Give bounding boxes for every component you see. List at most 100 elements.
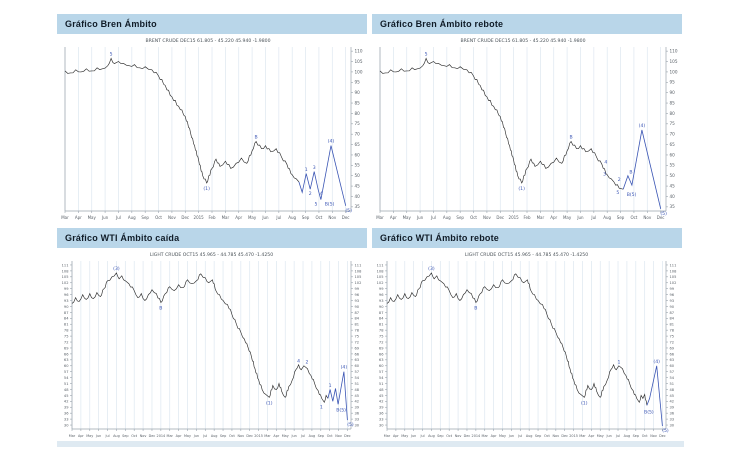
svg-text:2014: 2014 — [157, 434, 166, 438]
chart-wti-rebote: LIGHT CRUDE OCT15 45.965 - 44.785 45.470… — [372, 248, 682, 440]
panel-wti-caida: Gráfico WTI Ámbito caída LIGHT CRUDE OCT… — [57, 228, 367, 440]
svg-text:Mar: Mar — [69, 434, 76, 438]
svg-text:Jun: Jun — [410, 434, 416, 438]
svg-text:57: 57 — [355, 370, 360, 374]
svg-text:Feb: Feb — [208, 215, 216, 220]
svg-text:Dec: Dec — [561, 434, 568, 438]
svg-text:5: 5 — [110, 51, 113, 57]
svg-text:66: 66 — [355, 352, 360, 356]
svg-text:105: 105 — [62, 275, 69, 279]
svg-text:1: 1 — [305, 167, 308, 173]
svg-text:Jun: Jun — [576, 215, 584, 220]
svg-text:4: 4 — [297, 358, 300, 364]
svg-text:30: 30 — [379, 423, 384, 427]
svg-text:90: 90 — [379, 305, 384, 309]
chart-canvas-brent-rebote: BRENT CRUDE DEC15 61.805 - 45.220 45.940… — [376, 38, 678, 220]
svg-text:95: 95 — [355, 80, 361, 85]
svg-text:Jul: Jul — [104, 434, 109, 438]
svg-text:Jul: Jul — [430, 215, 436, 220]
svg-text:105: 105 — [355, 59, 363, 64]
svg-text:75: 75 — [64, 335, 69, 339]
svg-text:50: 50 — [670, 173, 676, 178]
svg-text:45: 45 — [355, 183, 361, 188]
svg-text:B: B — [474, 306, 477, 312]
panel-header-wti-rebote: Gráfico WTI Ámbito rebote — [372, 228, 682, 248]
svg-text:(4): (4) — [328, 139, 335, 145]
svg-text:70: 70 — [355, 132, 361, 137]
svg-text:Oct: Oct — [642, 434, 649, 438]
svg-text:45: 45 — [64, 394, 69, 398]
svg-text:102: 102 — [355, 281, 362, 285]
svg-text:B: B — [629, 170, 632, 176]
chart-canvas-brent-caida: BRENT CRUDE DEC15 61.805 - 45.220 45.940… — [61, 38, 363, 220]
svg-text:55: 55 — [670, 163, 676, 168]
svg-text:93: 93 — [355, 299, 360, 303]
svg-text:57: 57 — [379, 370, 384, 374]
svg-text:May: May — [563, 215, 572, 220]
panel-title: Gráfico WTI Ámbito rebote — [380, 233, 500, 243]
svg-text:Dec: Dec — [659, 434, 666, 438]
svg-text:87: 87 — [355, 311, 360, 315]
svg-text:33: 33 — [355, 418, 360, 422]
svg-text:Dec: Dec — [464, 434, 471, 438]
svg-text:42: 42 — [670, 400, 675, 404]
svg-text:Oct: Oct — [155, 215, 162, 220]
svg-text:54: 54 — [670, 376, 675, 380]
svg-text:Mar: Mar — [167, 434, 174, 438]
svg-text:85: 85 — [670, 100, 676, 105]
svg-text:Dec: Dec — [149, 434, 156, 438]
svg-text:Jul: Jul — [615, 434, 620, 438]
svg-text:LIGHT CRUDE OCT15 45.965 - 44.: LIGHT CRUDE OCT15 45.965 - 44.785 45.470… — [150, 252, 273, 258]
panel-header-wti-caida: Gráfico WTI Ámbito caída — [57, 228, 367, 248]
panel-header-brent-rebote: Gráfico Bren Ámbito rebote — [372, 14, 682, 34]
svg-text:2015: 2015 — [509, 215, 520, 220]
chart-wti-caida: LIGHT CRUDE OCT15 45.965 - 44.785 45.470… — [57, 248, 367, 440]
svg-text:Apr: Apr — [588, 434, 594, 438]
svg-text:Nov: Nov — [643, 215, 651, 220]
svg-text:78: 78 — [379, 329, 384, 333]
svg-text:93: 93 — [379, 299, 384, 303]
svg-text:B(5): B(5) — [325, 202, 335, 208]
svg-text:69: 69 — [355, 346, 360, 350]
svg-text:60: 60 — [355, 364, 360, 368]
svg-text:Dec: Dec — [181, 215, 189, 220]
svg-text:Jul: Jul — [517, 434, 522, 438]
svg-text:Oct: Oct — [470, 215, 477, 220]
svg-text:45: 45 — [379, 394, 384, 398]
svg-text:Aug: Aug — [128, 215, 136, 220]
svg-text:May: May — [86, 434, 93, 438]
svg-text:85: 85 — [355, 100, 361, 105]
svg-text:Nov: Nov — [483, 215, 491, 220]
svg-text:69: 69 — [379, 346, 384, 350]
svg-text:66: 66 — [670, 352, 675, 356]
svg-text:(4): (4) — [341, 365, 348, 371]
svg-text:75: 75 — [355, 121, 361, 126]
svg-text:Dec: Dec — [246, 434, 253, 438]
svg-text:75: 75 — [670, 121, 676, 126]
svg-text:42: 42 — [64, 400, 69, 404]
svg-text:111: 111 — [670, 263, 677, 267]
svg-text:Jul: Jul — [300, 434, 305, 438]
svg-text:110: 110 — [355, 49, 363, 54]
svg-text:39: 39 — [355, 406, 360, 410]
svg-text:May: May — [403, 215, 412, 220]
svg-text:(1): (1) — [518, 186, 525, 192]
svg-text:30: 30 — [64, 423, 69, 427]
svg-text:Dec: Dec — [342, 215, 350, 220]
svg-text:99: 99 — [670, 287, 675, 291]
svg-text:Apr: Apr — [176, 434, 182, 438]
svg-text:Jun: Jun — [416, 215, 424, 220]
svg-text:87: 87 — [670, 311, 675, 315]
svg-text:May: May — [401, 434, 408, 438]
panel-brent-caida: Gráfico Bren Ámbito BRENT CRUDE DEC15 61… — [57, 14, 367, 222]
svg-text:(1): (1) — [266, 400, 273, 406]
svg-text:Apr: Apr — [235, 215, 242, 220]
svg-text:90: 90 — [670, 305, 675, 309]
svg-text:(1): (1) — [203, 186, 210, 192]
svg-text:5: 5 — [616, 190, 619, 196]
svg-text:(3): (3) — [113, 266, 120, 272]
svg-text:81: 81 — [64, 323, 69, 327]
svg-text:Oct: Oct — [229, 434, 236, 438]
svg-text:B(5): B(5) — [627, 192, 637, 198]
svg-text:84: 84 — [355, 317, 360, 321]
